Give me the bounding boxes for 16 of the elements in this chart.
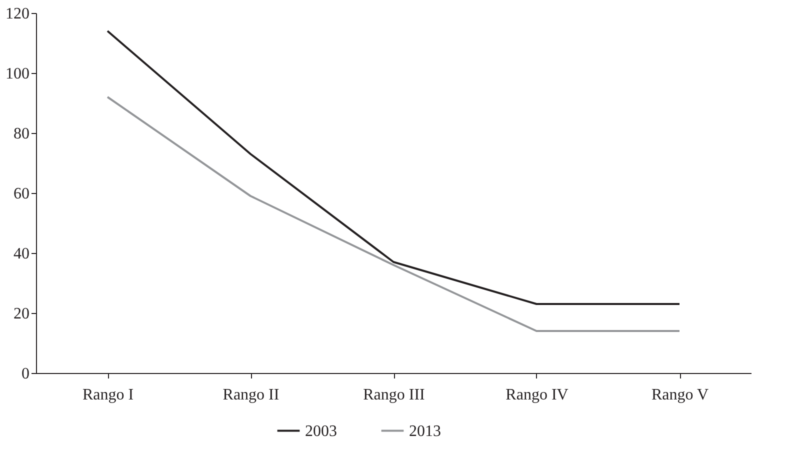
legend-label: 2003 [305,422,337,440]
line-series [106,96,680,332]
y-tick-label: 40 [14,246,30,262]
x-tick-label: Rango III [363,386,425,404]
y-tick-label: 60 [14,186,30,202]
legend-label: 2013 [409,422,441,440]
line-series [106,30,680,305]
x-tick-label: Rango V [651,386,709,404]
x-tick-label: Rango I [82,386,134,404]
x-tick-label: Rango IV [506,386,569,404]
y-tick-label: 100 [6,66,30,82]
x-tick-label: Rango II [222,386,280,404]
y-tick-label: 120 [6,6,30,22]
y-tick-label: 80 [14,126,30,142]
y-tick-label: 0 [22,366,30,382]
y-tick-label: 20 [14,306,30,322]
